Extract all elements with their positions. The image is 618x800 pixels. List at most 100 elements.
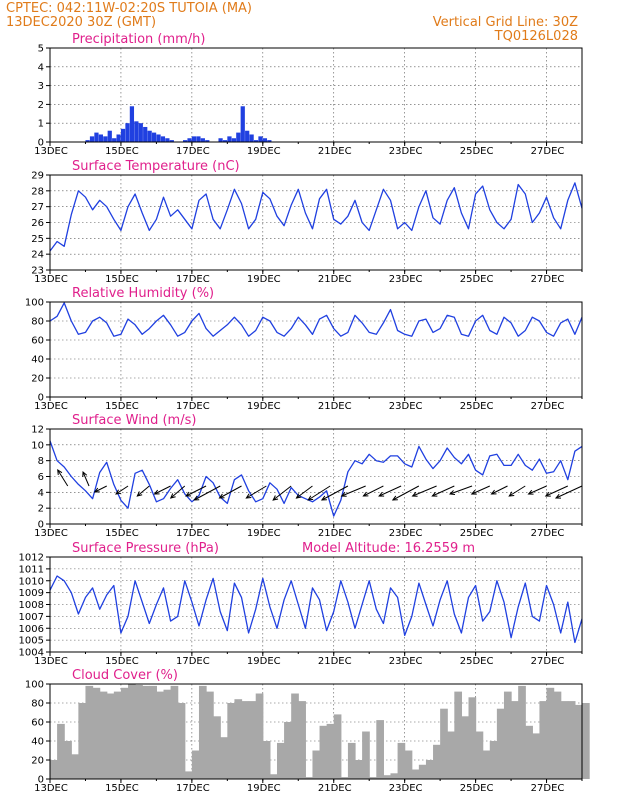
- wind-arrow: [57, 469, 69, 487]
- wind-arrow: [555, 485, 583, 499]
- panel-frame: [49, 683, 583, 780]
- y-tick-label: 0: [38, 775, 44, 786]
- cloud-bar: [298, 701, 306, 779]
- wind-arrow: [82, 471, 90, 487]
- y-tick-label: 80: [31, 317, 44, 328]
- cloud-bar: [461, 716, 470, 779]
- x-tick-label: 17DEC: [176, 274, 210, 285]
- cloud-bar: [255, 693, 264, 779]
- wind-arrow: [392, 485, 420, 501]
- y-tick-label: 26: [31, 218, 44, 229]
- wind-arrow-head: [82, 470, 88, 478]
- cloud-bar: [213, 716, 221, 779]
- y-tick-label: 5: [38, 44, 44, 55]
- x-tick-label: 17DEC: [176, 146, 210, 157]
- cloud-bar: [454, 691, 463, 779]
- y-tick-label: 10: [31, 440, 44, 451]
- cloud-bar: [369, 777, 377, 779]
- precip-bar: [245, 130, 250, 142]
- header-gridline: Vertical Grid Line: 30Z: [433, 15, 578, 30]
- cloud-bar: [319, 725, 328, 779]
- wind-arrow-head: [57, 469, 63, 476]
- header-station: CPTEC: 042:11W-02:20S TUTOIA (MA): [6, 1, 252, 16]
- cloud-bar: [567, 701, 576, 779]
- cloud-bar: [496, 708, 505, 779]
- cloud-bar: [333, 714, 342, 779]
- precip-bar: [125, 123, 130, 142]
- wind-arrow: [491, 485, 508, 495]
- cloud-bar: [468, 697, 477, 779]
- cloud-bar: [383, 775, 392, 779]
- wind-arrow-head: [554, 493, 562, 499]
- x-tick-label: 15DEC: [105, 528, 139, 539]
- x-tick-label: 27DEC: [531, 656, 565, 667]
- wind-arrow: [194, 485, 221, 501]
- wind-arrow-head: [470, 489, 477, 495]
- panel-title: Relative Humidity (%): [72, 286, 214, 301]
- cloud-bar: [404, 750, 413, 779]
- wind-arrow-head: [136, 491, 143, 497]
- precip-bar: [253, 140, 259, 142]
- x-tick-label: 23DEC: [389, 401, 423, 412]
- y-tick-label: 100: [25, 680, 44, 691]
- wind-arrow-head: [93, 487, 100, 493]
- y-tick-label: 28: [31, 186, 44, 197]
- wind-arrow-head: [295, 493, 302, 499]
- panel-title: Surface Pressure (hPa): [72, 541, 219, 556]
- x-tick-label: 23DEC: [389, 274, 423, 285]
- panel-frame: [49, 428, 583, 525]
- cloud-bar: [71, 754, 79, 779]
- cloud-bar: [347, 742, 356, 779]
- x-tick-label: 17DEC: [176, 401, 210, 412]
- y-tick-label: 8: [38, 456, 44, 467]
- x-tick-label: 13DEC: [34, 783, 68, 794]
- y-tick-label: 1010: [19, 576, 44, 587]
- precip-bar: [165, 138, 170, 142]
- y-tick-label: 29: [31, 171, 44, 182]
- cloud-bar: [85, 685, 94, 779]
- y-tick-label: 3: [38, 81, 44, 92]
- y-tick-label: 1006: [19, 624, 44, 635]
- cloud-bar: [440, 708, 448, 779]
- precip-bar: [196, 136, 201, 142]
- cloud-bar: [447, 731, 455, 779]
- cloud-bar: [206, 691, 214, 779]
- precip-bar: [240, 106, 245, 142]
- wind-arrow: [307, 485, 331, 501]
- cloud-bar: [156, 691, 165, 779]
- precip-bar: [227, 136, 232, 142]
- cloud-bar: [64, 741, 72, 779]
- cloud-bar: [418, 764, 427, 779]
- wind-arrow-head: [320, 495, 327, 501]
- cloud-bar: [142, 685, 150, 779]
- precip-bar: [151, 132, 157, 142]
- cloud-bar: [128, 684, 136, 779]
- wind-arrow: [378, 485, 402, 497]
- x-tick-label: 15DEC: [105, 274, 139, 285]
- cloud-bar: [276, 742, 285, 779]
- wind-arrow-head: [307, 495, 314, 501]
- cloud-bar: [284, 722, 292, 779]
- cloud-bar: [184, 771, 193, 779]
- x-tick-label: 25DEC: [460, 656, 494, 667]
- x-tick-label: 21DEC: [318, 146, 352, 157]
- precip-bar: [222, 140, 228, 142]
- wind-arrow: [185, 485, 207, 497]
- cloud-bar: [340, 777, 349, 779]
- panel-1: 0 1 2 3 4 5 13DEC 15DEC 17DEC 19DEC 21DEC 23DEC 25DE…: [34, 32, 583, 157]
- cloud-bar: [227, 703, 236, 779]
- series-line: [49, 440, 583, 517]
- wind-arrow: [528, 485, 547, 495]
- cloud-bar: [518, 685, 526, 779]
- x-tick-label: 15DEC: [105, 656, 139, 667]
- y-tick-label: 27: [31, 202, 44, 213]
- precip-bar: [138, 123, 143, 142]
- wind-arrow: [449, 485, 473, 495]
- wind-arrow: [545, 485, 569, 497]
- precip-bar: [156, 134, 161, 142]
- wind-arrow: [321, 485, 349, 501]
- precip-bar: [231, 138, 236, 142]
- y-tick-label: 1009: [19, 588, 44, 599]
